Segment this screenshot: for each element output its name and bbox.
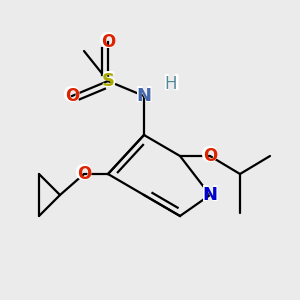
- Text: O: O: [99, 32, 117, 52]
- Text: O: O: [63, 86, 81, 106]
- Text: O: O: [65, 87, 79, 105]
- Text: O: O: [101, 33, 115, 51]
- Text: O: O: [201, 146, 219, 166]
- Text: H: H: [165, 75, 177, 93]
- Text: O: O: [75, 164, 93, 184]
- Text: H: H: [162, 74, 180, 94]
- Text: S: S: [100, 71, 116, 91]
- Text: O: O: [203, 147, 217, 165]
- Text: N: N: [202, 186, 217, 204]
- Text: O: O: [77, 165, 91, 183]
- Text: N: N: [201, 185, 219, 205]
- Text: S: S: [101, 72, 115, 90]
- Text: N: N: [136, 87, 152, 105]
- Text: N: N: [135, 86, 153, 106]
